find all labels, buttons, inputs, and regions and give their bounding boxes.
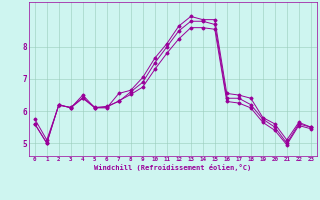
X-axis label: Windchill (Refroidissement éolien,°C): Windchill (Refroidissement éolien,°C) bbox=[94, 164, 252, 171]
